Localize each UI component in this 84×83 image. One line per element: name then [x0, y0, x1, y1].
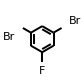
Text: Br: Br — [3, 32, 15, 42]
Text: Br: Br — [69, 16, 81, 26]
Text: F: F — [39, 66, 45, 76]
